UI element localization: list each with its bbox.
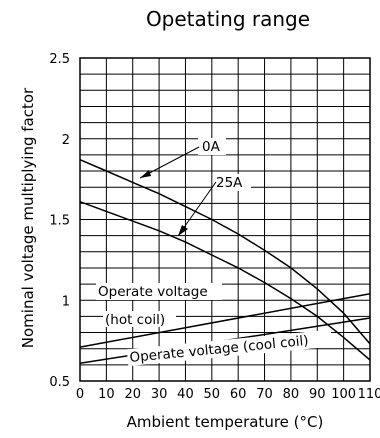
chart-title: Opetating range: [146, 7, 310, 31]
label-cool-coil: Operate voltage (cool coil): [129, 333, 309, 366]
ticks: 0 10 20 30 40 50 60 70 80 90 100 110 0.5 1 1.5 2 2.5: [49, 52, 380, 402]
curve-25a: [79, 200, 371, 361]
x-tick-label: 30: [151, 387, 168, 402]
x-tick-label: 80: [283, 387, 300, 402]
label-25a-bg: [213, 174, 251, 191]
plot-border: [79, 57, 371, 382]
label-hot-coil-line1: Operate voltage: [98, 284, 208, 300]
x-tick-label: 20: [124, 387, 141, 402]
y-axis-label: Nominal voltage multiplying factor: [19, 87, 37, 348]
y-tick-label: 2: [62, 133, 70, 148]
y-tick-label: 1: [62, 294, 70, 309]
y-tick-label: 1.5: [49, 214, 70, 229]
arrow-0a: [140, 170, 151, 178]
x-tick-label: 10: [98, 387, 115, 402]
y-tick-label: 0.5: [49, 375, 70, 390]
x-tick-label: 0: [76, 387, 84, 402]
hot-line2-bg: [103, 311, 176, 327]
x-tick-label: 90: [309, 387, 326, 402]
x-tick-label: 70: [256, 387, 273, 402]
arrow-25a: [178, 225, 188, 236]
label-cool-coil-bg: [126, 329, 333, 367]
label-0a-bg: [198, 138, 226, 155]
x-tick-label: 60: [230, 387, 247, 402]
x-axis-label: Ambient temperature (°C): [127, 413, 324, 431]
x-tick-label: 50: [204, 387, 221, 402]
line-operate-hot-coil: [79, 293, 371, 348]
curve-0a: [79, 159, 371, 345]
label-25a: 25A: [216, 175, 243, 191]
label-0a: 0A: [202, 139, 221, 155]
y-tick-label: 2.5: [49, 52, 70, 67]
x-tick-label: 40: [177, 387, 194, 402]
label-hot-coil-line2: (hot coil): [105, 312, 165, 328]
hot-line1-bg: [96, 283, 222, 300]
x-tick-label: 110: [358, 387, 380, 402]
x-tick-label: 100: [331, 387, 356, 402]
